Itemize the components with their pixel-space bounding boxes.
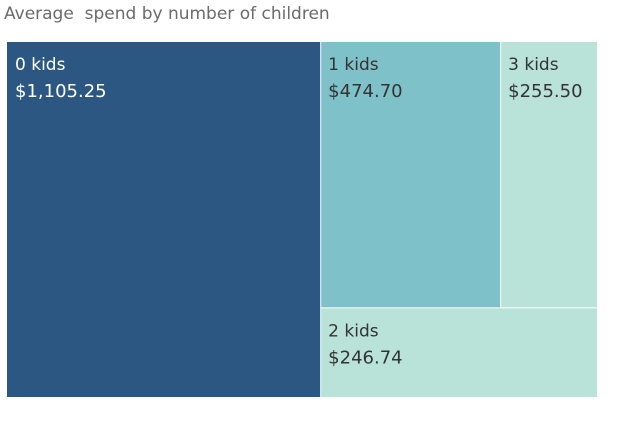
treemap-tile-0-kids[interactable]	[7, 42, 321, 397]
treemap-tile-1-kids[interactable]	[321, 42, 501, 308]
tile-value-3-kids: $255.50	[508, 81, 582, 102]
tile-label-2-kids: 2 kids	[328, 321, 379, 341]
treemap-tile-2-kids[interactable]	[321, 308, 597, 397]
tile-value-0-kids: $1,105.25	[15, 81, 107, 102]
treemap-tile-3-kids[interactable]	[501, 42, 597, 308]
tile-label-1-kids: 1 kids	[328, 55, 379, 75]
chart-title: Average spend by number of children	[4, 4, 330, 24]
tile-label-3-kids: 3 kids	[508, 55, 559, 75]
tile-value-2-kids: $246.74	[328, 347, 402, 368]
tile-label-0-kids: 0 kids	[15, 55, 66, 75]
tile-value-1-kids: $474.70	[328, 81, 402, 102]
